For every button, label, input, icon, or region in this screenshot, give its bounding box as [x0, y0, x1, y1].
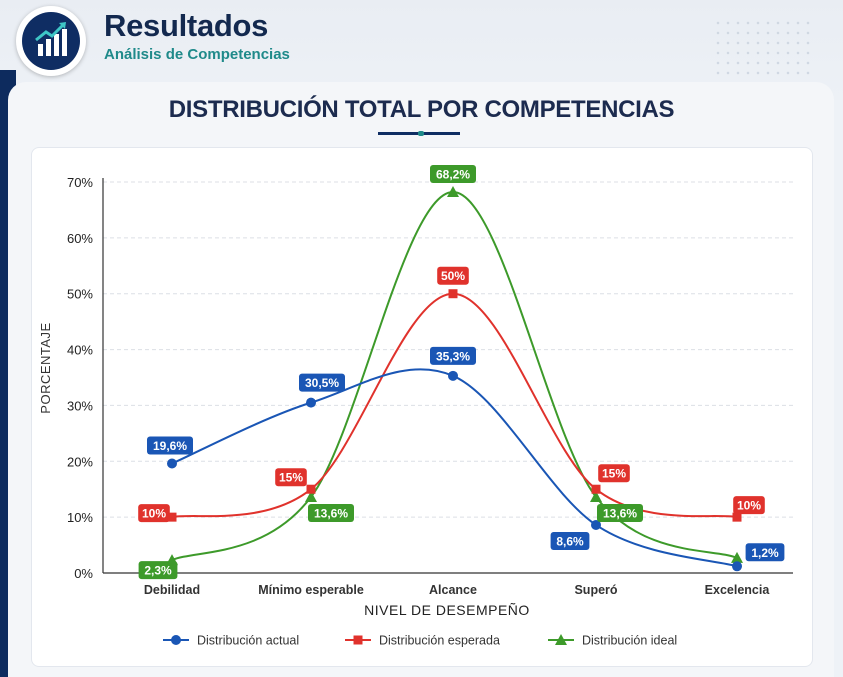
- data-label: 15%: [275, 468, 307, 487]
- data-label: 68,2%: [430, 165, 476, 184]
- data-point-marker: [306, 397, 316, 408]
- svg-text:1,2%: 1,2%: [751, 546, 779, 560]
- data-point-marker: [306, 484, 316, 494]
- legend-marker: [171, 635, 181, 645]
- legend-label: Distribución esperada: [379, 634, 500, 648]
- data-point-marker: [447, 186, 459, 198]
- svg-text:8,6%: 8,6%: [556, 534, 584, 548]
- data-labels-group: 19,6% 30,5% 35,3% 8,6% 1,2% 10% 15% 50% 15% 10% 2,…: [138, 165, 785, 580]
- svg-text:68,2%: 68,2%: [436, 168, 470, 182]
- x-tick-label: Debilidad: [144, 583, 200, 597]
- svg-text:13,6%: 13,6%: [603, 507, 637, 521]
- app-subtitle: Análisis de Competencias: [104, 46, 290, 63]
- svg-text:30,5%: 30,5%: [305, 376, 339, 390]
- y-tick-label: 30%: [67, 398, 93, 413]
- data-point-marker: [305, 491, 317, 503]
- decorative-dot-pattern: [713, 18, 813, 78]
- heading-underline-accent: [418, 131, 424, 136]
- data-label: 1,2%: [745, 543, 785, 562]
- bar-chart-growth-icon: [35, 22, 67, 56]
- data-label: 8,6%: [550, 531, 590, 550]
- data-label: 13,6%: [308, 504, 354, 523]
- svg-text:15%: 15%: [602, 467, 626, 481]
- data-label: 13,6%: [597, 504, 643, 523]
- y-tick-label: 50%: [67, 287, 93, 302]
- legend-label: Distribución actual: [197, 634, 299, 648]
- svg-text:50%: 50%: [441, 269, 465, 283]
- app-logo: [16, 6, 86, 76]
- x-axis-label: NIVEL DE DESEMPEÑO: [364, 602, 530, 618]
- data-point-marker: [732, 561, 742, 572]
- legend-item: Distribución actual: [163, 634, 299, 648]
- data-point-marker: [591, 484, 601, 494]
- legend-marker: [555, 634, 567, 645]
- series-line: [171, 368, 738, 568]
- data-label: 19,6%: [147, 436, 193, 455]
- y-tick-label: 40%: [67, 343, 93, 358]
- x-tick-label: Superó: [574, 583, 617, 597]
- legend-item: Distribución ideal: [548, 634, 677, 648]
- svg-text:2,3%: 2,3%: [144, 564, 172, 578]
- svg-text:15%: 15%: [279, 471, 303, 485]
- svg-text:13,6%: 13,6%: [314, 507, 348, 521]
- data-point-marker: [731, 551, 743, 563]
- svg-text:10%: 10%: [737, 499, 761, 513]
- data-label: 10%: [138, 504, 170, 523]
- data-label: 15%: [598, 464, 630, 483]
- data-label: 10%: [733, 496, 765, 515]
- svg-text:19,6%: 19,6%: [153, 439, 187, 453]
- data-point-marker: [448, 370, 458, 381]
- data-point-marker: [732, 512, 742, 522]
- y-tick-label: 70%: [67, 175, 93, 190]
- app-title: Resultados: [104, 8, 269, 43]
- svg-text:10%: 10%: [142, 507, 166, 521]
- y-axis-label: PORCENTAJE: [38, 322, 53, 413]
- data-point-marker: [448, 289, 458, 299]
- legend-item: Distribución esperada: [345, 634, 500, 648]
- data-point-marker: [590, 491, 602, 503]
- x-tick-label: Alcance: [429, 583, 477, 597]
- x-tick-label: Mínimo esperable: [258, 583, 364, 597]
- data-label: 35,3%: [430, 346, 476, 365]
- data-point-marker: [167, 458, 177, 469]
- data-label: 30,5%: [299, 373, 345, 392]
- data-label: 2,3%: [138, 561, 178, 580]
- legend-marker: [353, 635, 363, 645]
- data-point-marker: [167, 512, 177, 522]
- y-tick-label: 60%: [67, 231, 93, 246]
- chart-heading: DISTRIBUCIÓN TOTAL POR COMPETENCIAS: [168, 96, 675, 123]
- x-axis-ticks: Debilidad Mínimo esperable Alcance Superó Ex…: [144, 583, 770, 597]
- y-tick-label: 20%: [67, 454, 93, 469]
- data-label: 50%: [437, 266, 469, 285]
- series-group: [166, 186, 743, 572]
- grid-lines: [102, 178, 793, 574]
- y-axis-ticks: 0% 10% 20% 30% 40% 50% 60% 70%: [67, 175, 93, 581]
- svg-text:35,3%: 35,3%: [436, 349, 470, 363]
- x-tick-label: Excelencia: [705, 583, 771, 597]
- data-point-marker: [591, 519, 601, 530]
- chart-card: [31, 147, 813, 667]
- y-tick-label: 0%: [74, 566, 93, 581]
- y-tick-label: 10%: [67, 510, 93, 525]
- legend: Distribución actual Distribución esperada…: [163, 634, 677, 648]
- legend-label: Distribución ideal: [582, 634, 677, 648]
